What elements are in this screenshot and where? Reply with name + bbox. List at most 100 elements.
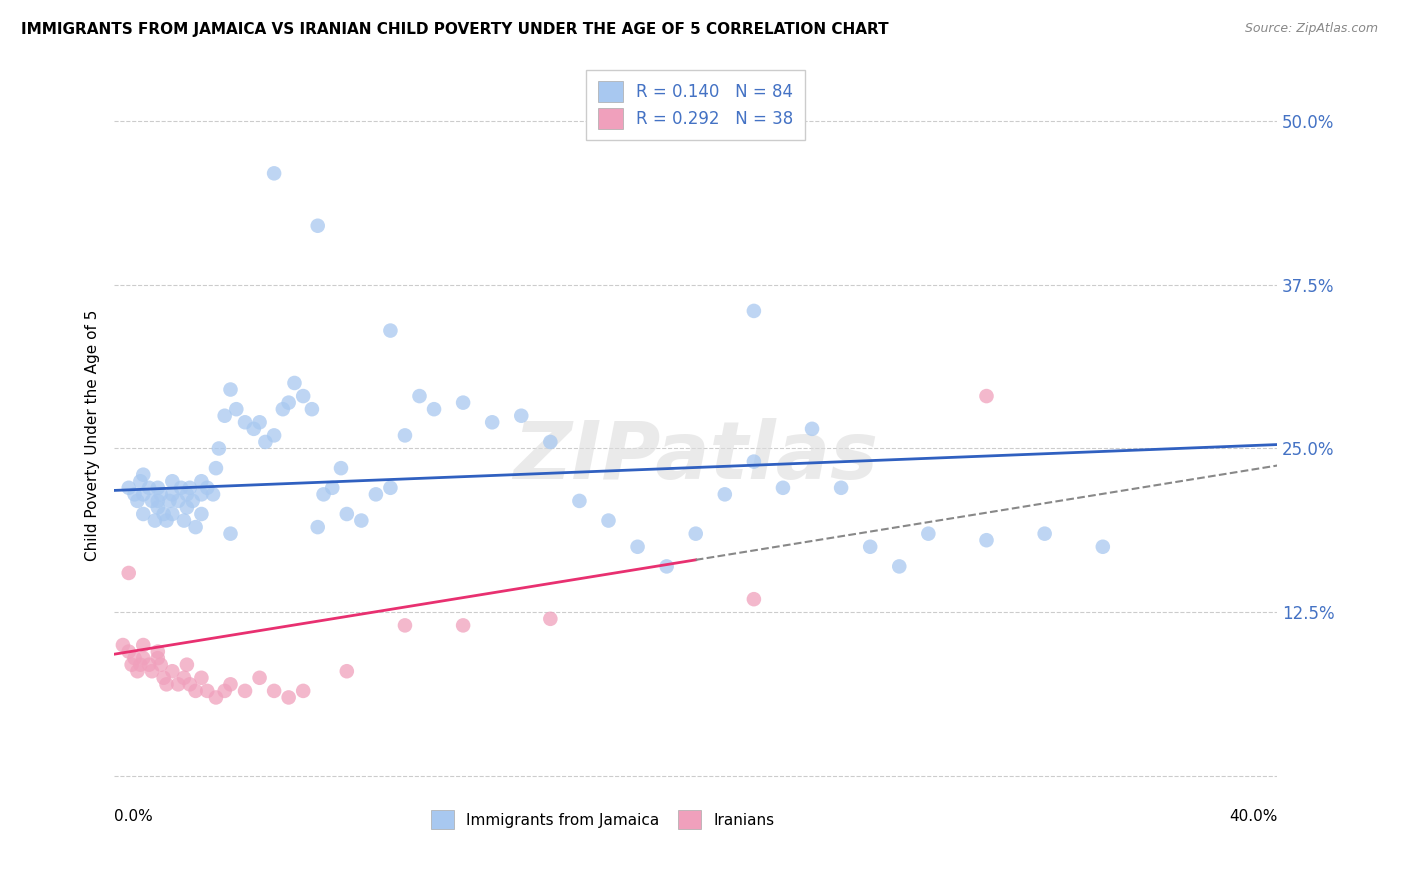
Point (859, 540, 882, 554)
Point (292, 389, 315, 403)
Point (321, 481, 343, 495)
Point (219, 526, 242, 541)
Point (481, 415, 503, 429)
Point (118, 566, 141, 580)
Point (176, 657, 198, 672)
Point (176, 487, 198, 501)
Point (162, 487, 184, 501)
Point (146, 651, 169, 665)
Point (190, 671, 212, 685)
Point (830, 481, 852, 495)
Point (451, 618, 474, 632)
Point (301, 402, 323, 417)
Point (167, 494, 190, 508)
Point (292, 684, 315, 698)
Text: IMMIGRANTS FROM JAMAICA VS IRANIAN CHILD POVERTY UNDER THE AGE OF 5 CORRELATION : IMMIGRANTS FROM JAMAICA VS IRANIAN CHILD… (21, 22, 889, 37)
Point (976, 533, 998, 548)
Point (155, 514, 177, 528)
Point (598, 514, 620, 528)
Point (233, 684, 256, 698)
Point (124, 651, 146, 665)
Point (208, 442, 231, 456)
Point (271, 402, 294, 417)
Point (127, 665, 149, 679)
Point (283, 376, 305, 390)
Point (124, 487, 146, 501)
Point (190, 507, 212, 521)
Point (118, 481, 141, 495)
Point (162, 507, 184, 521)
Point (742, 454, 765, 468)
Point (162, 665, 184, 679)
Point (146, 481, 169, 495)
Point (451, 395, 474, 409)
Point (184, 684, 207, 698)
Point (214, 684, 236, 698)
Text: ZIPatlas: ZIPatlas (513, 418, 879, 497)
Point (685, 526, 707, 541)
Point (330, 461, 353, 475)
Point (364, 487, 387, 501)
Point (146, 494, 169, 508)
Point (149, 487, 172, 501)
Point (254, 434, 277, 449)
Point (118, 644, 141, 658)
Point (127, 494, 149, 508)
Point (423, 402, 446, 417)
Point (155, 677, 177, 691)
Point (146, 644, 169, 658)
Point (394, 618, 416, 632)
Point (510, 409, 533, 423)
Point (190, 475, 212, 489)
Point (889, 559, 911, 574)
Point (214, 409, 236, 423)
Point (1091, 540, 1114, 554)
Point (772, 481, 794, 495)
Point (976, 389, 998, 403)
Point (202, 487, 225, 501)
Point (179, 677, 201, 691)
Point (242, 422, 264, 436)
Point (350, 514, 373, 528)
Point (111, 638, 134, 652)
Point (176, 500, 198, 515)
Text: 40.0%: 40.0% (1229, 809, 1277, 824)
Text: Source: ZipAtlas.com: Source: ZipAtlas.com (1244, 22, 1378, 36)
Point (170, 481, 193, 495)
Point (225, 402, 247, 417)
Point (263, 684, 285, 698)
Point (152, 671, 174, 685)
Point (538, 612, 561, 626)
Point (233, 415, 256, 429)
Point (138, 481, 160, 495)
Point (143, 514, 166, 528)
Y-axis label: Child Poverty Under the Age of 5: Child Poverty Under the Age of 5 (86, 310, 100, 561)
Point (146, 500, 169, 515)
Point (568, 494, 591, 508)
Point (742, 592, 765, 607)
Point (380, 481, 402, 495)
Point (181, 494, 204, 508)
Point (408, 389, 430, 403)
Point (205, 461, 228, 475)
Point (129, 657, 152, 672)
Point (312, 487, 335, 501)
Point (132, 651, 155, 665)
Point (121, 657, 143, 672)
Point (336, 507, 359, 521)
Point (336, 665, 359, 679)
Point (394, 428, 416, 442)
Point (149, 657, 172, 672)
Point (195, 684, 218, 698)
Point (132, 507, 155, 521)
Point (1033, 526, 1056, 541)
Point (307, 520, 329, 534)
Point (626, 540, 648, 554)
Point (141, 494, 163, 508)
Point (742, 304, 765, 318)
Point (917, 526, 939, 541)
Legend: Immigrants from Jamaica, Iranians: Immigrants from Jamaica, Iranians (425, 804, 780, 835)
Point (277, 395, 299, 409)
Point (263, 428, 285, 442)
Point (205, 690, 228, 705)
